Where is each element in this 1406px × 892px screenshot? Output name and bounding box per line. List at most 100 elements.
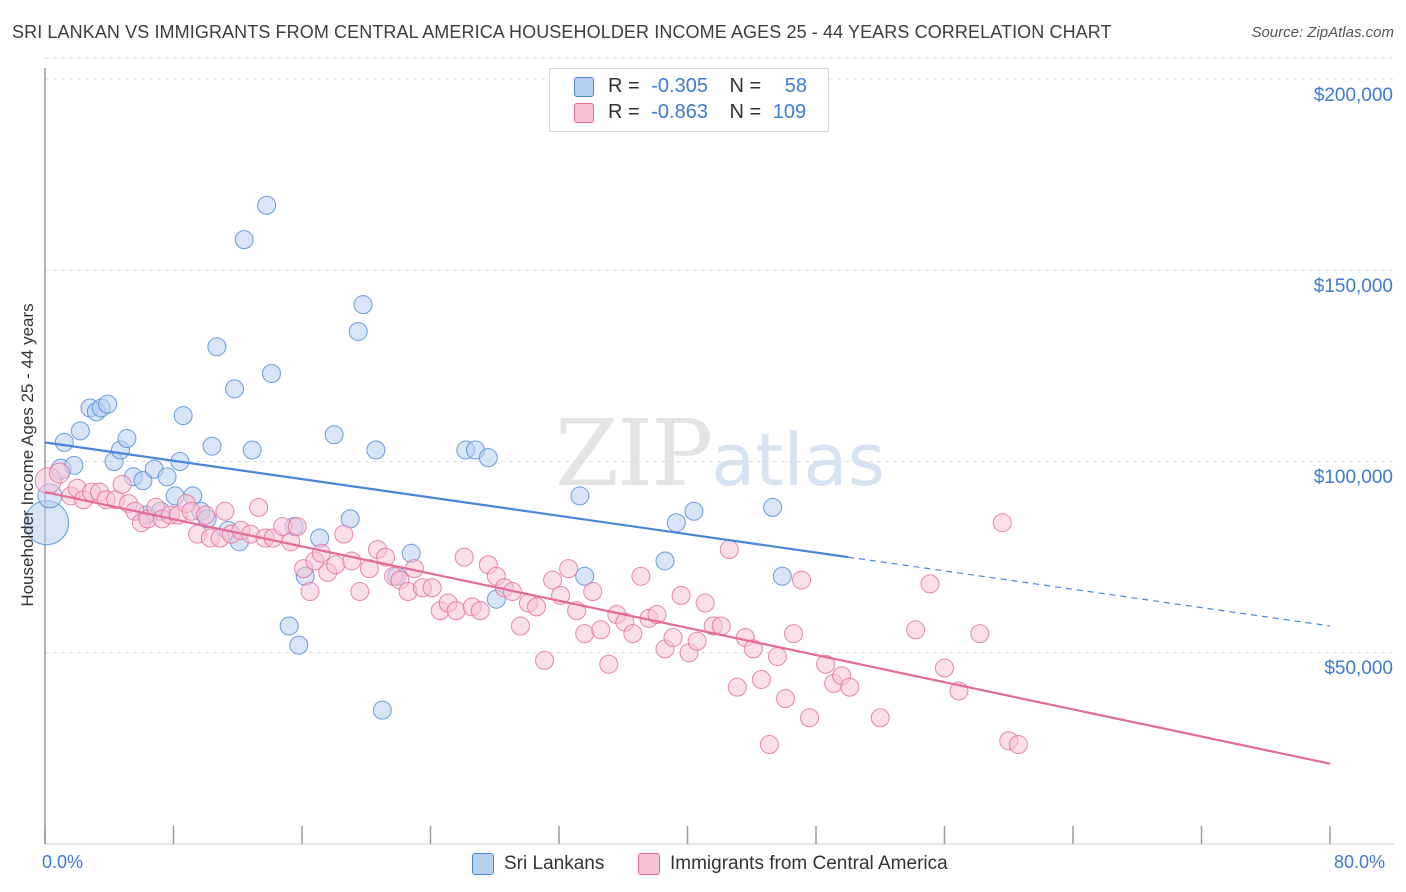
point-central-america <box>775 689 795 709</box>
trend-lines <box>44 441 1331 765</box>
point-central-america <box>1008 735 1028 755</box>
point-central-america <box>695 593 715 613</box>
point-central-america <box>559 559 579 579</box>
point-central-america <box>510 616 530 636</box>
point-central-america <box>935 658 954 678</box>
chart-title: SRI LANKAN VS IMMIGRANTS FROM CENTRAL AM… <box>12 22 1112 42</box>
chart-source: Source: ZipAtlas.com <box>1251 24 1394 41</box>
point-sri-lankans <box>133 471 153 491</box>
point-central-america <box>249 497 269 517</box>
point-central-america <box>792 570 812 590</box>
legend-n-value: 58 <box>784 75 808 97</box>
point-sri-lankans <box>372 700 392 720</box>
point-central-america <box>112 474 132 494</box>
point-central-america <box>326 555 346 575</box>
point-central-america <box>816 654 836 674</box>
point-sri-lankans <box>257 195 277 215</box>
point-central-america <box>970 624 990 644</box>
point-sri-lankans <box>207 337 227 357</box>
point-sri-lankans <box>324 425 344 445</box>
legend-swatch-blue <box>574 77 594 97</box>
legend-r-value: -0.863 <box>651 101 708 123</box>
point-sri-lankans <box>54 432 74 452</box>
point-sri-lankans <box>261 364 281 384</box>
point-central-america <box>784 624 804 644</box>
y-tick-label-50000: $50,000 <box>1324 658 1393 679</box>
trend-line-sri-lankans-extension <box>848 556 1331 627</box>
point-sri-lankans <box>353 295 373 315</box>
point-sri-lankans <box>666 513 686 533</box>
point-central-america <box>527 597 547 617</box>
point-central-america <box>920 574 940 594</box>
point-sri-lankans <box>157 467 177 487</box>
point-central-america <box>48 462 70 484</box>
point-sri-lankans <box>366 440 386 460</box>
point-central-america <box>215 501 235 521</box>
point-central-america <box>687 631 707 651</box>
watermark-atlas: atlas <box>711 418 886 502</box>
point-sri-lankans <box>348 321 368 341</box>
series-swatch-pink <box>638 853 660 875</box>
point-central-america <box>671 585 691 605</box>
series-label-central-america: Immigrants from Central America <box>670 853 948 874</box>
point-sri-lankans <box>401 543 421 563</box>
point-central-america <box>992 513 1012 533</box>
legend-n-value: 109 <box>772 101 807 123</box>
legend-swatch-pink <box>574 103 594 123</box>
point-central-america <box>751 670 771 690</box>
x-tick-label-min: 0.0% <box>42 852 84 872</box>
point-sri-lankans <box>202 436 222 456</box>
point-central-america <box>631 566 651 586</box>
point-sri-lankans <box>575 566 595 586</box>
legend-r-label: R = <box>608 75 640 97</box>
point-central-america <box>840 677 860 697</box>
data-points <box>24 195 1028 755</box>
legend-n-label: N = <box>729 75 762 97</box>
y-tick-label-200000: $200,000 <box>1313 85 1393 106</box>
point-central-america <box>470 601 490 621</box>
point-sri-lankans <box>225 379 245 399</box>
point-central-america <box>727 677 747 697</box>
point-central-america <box>767 647 787 667</box>
x-tick-label-max: 80.0% <box>1334 852 1386 872</box>
point-central-america <box>647 605 667 624</box>
point-sri-lankans <box>684 501 704 521</box>
point-central-america <box>535 650 555 670</box>
point-central-america <box>350 582 370 602</box>
point-sri-lankans <box>98 394 118 414</box>
legend-n-label: N = <box>729 101 762 123</box>
point-central-america <box>334 524 354 544</box>
point-central-america <box>623 624 643 644</box>
point-sri-lankans <box>570 486 590 506</box>
series-legend: Sri Lankans Immigrants from Central Amer… <box>0 853 1406 877</box>
point-central-america <box>870 708 890 728</box>
point-central-america <box>719 539 739 559</box>
legend-r-value: -0.305 <box>651 75 708 97</box>
point-sri-lankans <box>289 635 309 655</box>
series-swatch-blue <box>472 853 494 875</box>
point-sri-lankans <box>234 230 254 250</box>
point-central-america <box>454 547 474 567</box>
y-tick-label-100000: $100,000 <box>1313 467 1393 488</box>
point-sri-lankans <box>117 429 137 449</box>
point-central-america <box>300 582 320 602</box>
point-sri-lankans <box>772 566 792 586</box>
point-sri-lankans <box>655 551 675 571</box>
point-sri-lankans <box>70 421 90 441</box>
stats-legend: R = -0.305 N = 58 R = -0.863 N = 109 <box>549 68 829 132</box>
point-central-america <box>196 505 216 525</box>
point-central-america <box>743 639 763 659</box>
point-central-america <box>906 620 926 640</box>
trend-line-central-america <box>44 491 1331 765</box>
series-label-sri-lankans: Sri Lankans <box>504 853 605 874</box>
y-axis-label: Householder Income Ages 25 - 44 years <box>18 303 37 607</box>
point-central-america <box>663 627 683 647</box>
point-central-america <box>599 654 619 674</box>
point-central-america <box>759 735 779 755</box>
point-central-america <box>287 517 307 537</box>
trend-line-sri-lankans <box>44 441 849 559</box>
point-central-america <box>575 624 595 644</box>
point-central-america <box>446 601 466 621</box>
point-sri-lankans <box>173 406 193 426</box>
